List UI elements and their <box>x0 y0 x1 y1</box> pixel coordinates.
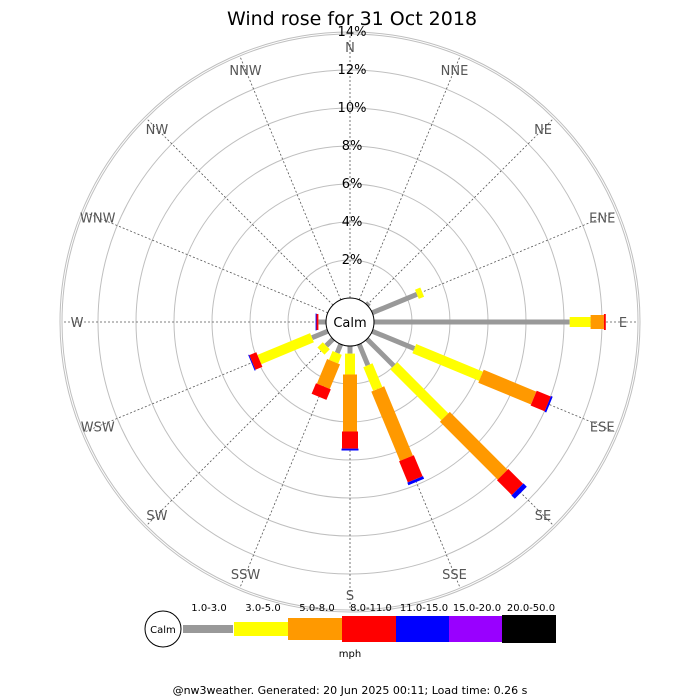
wind-bars <box>248 287 606 499</box>
direction-label-n: N <box>345 41 355 56</box>
bar-sse-bin-3 <box>399 455 423 483</box>
bar-ssw-bin-3 <box>311 383 331 400</box>
bar-sw-bin-0 <box>324 337 335 348</box>
grid-ring <box>59 31 641 613</box>
radial-tick-label: 2% <box>342 253 363 268</box>
bar-s-bin-2 <box>343 374 357 432</box>
spoke-ne <box>366 118 554 306</box>
calm-label: Calm <box>333 316 366 331</box>
bar-wsw-bin-1 <box>257 333 314 365</box>
radial-tick-label: 4% <box>342 215 363 230</box>
bar-sse-bin-4 <box>407 476 425 486</box>
legend-unit: mph <box>339 649 361 660</box>
legend-swatch-2 <box>288 618 342 640</box>
bar-se-bin-4 <box>511 483 527 499</box>
direction-label-nne: NNE <box>441 64 469 79</box>
bar-e-bin-1 <box>569 317 591 327</box>
bar-s-bin-4 <box>341 448 359 451</box>
bar-e-bin-0 <box>374 319 570 325</box>
spoke-nne <box>358 55 461 300</box>
radial-tick-label: 8% <box>342 139 363 154</box>
bar-s-bin-1 <box>345 353 355 375</box>
bar-w-bin-3 <box>316 314 319 330</box>
legend-calm-circle <box>144 610 182 648</box>
legend-swatch-1 <box>234 622 288 636</box>
direction-labels: N NNE NE ENE E ESE SE SSE S SSW SW WSW W WNW NW NNW <box>71 41 628 604</box>
legend-label-3: 8.0-11.0 <box>350 603 392 614</box>
direction-label-nnw: NNW <box>229 64 261 79</box>
direction-label-ne: NE <box>534 123 552 138</box>
bar-ene-bin-0 <box>371 292 418 316</box>
direction-label-s: S <box>346 589 354 604</box>
bar-ese-bin-2 <box>478 369 537 405</box>
bar-e-bin-3 <box>603 314 606 330</box>
bar-ene-bin-1 <box>415 287 425 299</box>
legend-label-4: 11.0-15.0 <box>400 603 448 614</box>
direction-label-se: SE <box>535 509 551 524</box>
bar-wsw-bin-3 <box>249 352 263 370</box>
bar-ssw-bin-0 <box>334 343 344 354</box>
direction-label-ene: ENE <box>589 212 615 227</box>
direction-label-ese: ESE <box>590 420 615 435</box>
radial-tick-label: 10% <box>338 101 367 116</box>
legend-label-6: 20.0-50.0 <box>507 603 555 614</box>
direction-label-sw: SW <box>146 509 167 524</box>
radial-tick-labels: 2% 4% 6% 8% 10% 12% 14% <box>338 25 367 268</box>
bar-e-bin-2 <box>590 315 604 329</box>
bar-se-bin-2 <box>439 411 508 480</box>
legend-label-1: 3.0-5.0 <box>245 603 280 614</box>
legend-swatch-0 <box>183 625 233 633</box>
spoke-wnw <box>83 211 328 314</box>
legend-swatch-4 <box>396 616 449 642</box>
bar-se-bin-1 <box>390 362 449 421</box>
outer-ring <box>61 33 639 611</box>
legend-swatch-6 <box>502 615 556 643</box>
bar-wsw-bin-0 <box>311 328 329 340</box>
legend-swatch-3 <box>342 616 396 642</box>
bar-w-bin-4 <box>315 313 317 331</box>
direction-label-wnw: WNW <box>80 212 116 227</box>
calm-circle <box>325 297 375 347</box>
bar-sw-bin-1 <box>317 342 330 355</box>
bar-s-bin-0 <box>347 346 353 354</box>
spoke-nw <box>146 118 334 306</box>
bar-sse-bin-0 <box>356 343 371 367</box>
direction-label-e: E <box>619 316 627 331</box>
bar-ne-bin-0 <box>365 301 371 307</box>
bar-sse-bin-1 <box>363 363 383 391</box>
legend-label-5: 15.0-20.0 <box>453 603 501 614</box>
radial-tick-label: 14% <box>338 25 367 40</box>
bar-se-bin-3 <box>497 469 524 496</box>
bar-ssw-bin-2 <box>316 359 340 389</box>
spoke-sw <box>146 338 334 526</box>
legend-label-2: 5.0-8.0 <box>299 603 334 614</box>
direction-label-ssw: SSW <box>231 568 261 583</box>
direction-label-wsw: WSW <box>81 420 115 435</box>
bar-sse-bin-2 <box>371 386 413 461</box>
bar-wsw-bin-4 <box>248 354 256 371</box>
speed-legend: Calm 1.0-3.0 3.0-5.0 5.0-8.0 8.0-11.0 11.0-1… <box>144 603 556 648</box>
bar-ese-bin-0 <box>371 328 416 351</box>
bar-se-bin-0 <box>365 337 396 368</box>
bar-s-bin-3 <box>342 431 358 449</box>
legend-swatch-5 <box>449 616 502 642</box>
spoke-nnw <box>239 55 342 300</box>
chart-title: Wind rose for 31 Oct 2018 <box>227 8 477 30</box>
bar-w-bin-0 <box>318 319 326 325</box>
direction-label-sse: SSE <box>442 568 467 583</box>
bar-ese-bin-1 <box>412 344 483 381</box>
direction-label-w: W <box>71 316 84 331</box>
bar-ese-bin-4 <box>544 396 553 413</box>
bar-ssw-bin-1 <box>328 351 342 364</box>
legend-calm-label: Calm <box>150 625 176 636</box>
legend-label-0: 1.0-3.0 <box>191 603 226 614</box>
direction-label-nw: NW <box>146 123 169 138</box>
footer-text: @nw3weather. Generated: 20 Jun 2025 00:1… <box>173 684 528 697</box>
radial-tick-label: 6% <box>342 177 363 192</box>
bar-ese-bin-3 <box>530 390 551 412</box>
radial-tick-label: 12% <box>338 63 367 78</box>
